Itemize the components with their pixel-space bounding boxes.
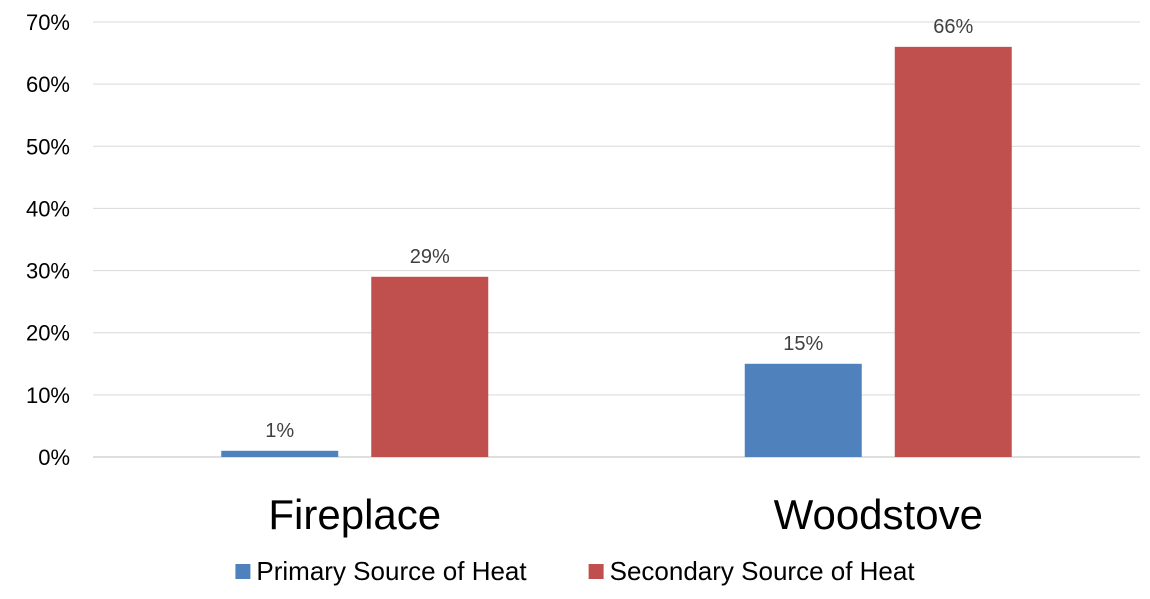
y-tick-label: 30% <box>26 259 70 284</box>
gridlines <box>93 21 1140 458</box>
y-tick-label: 10% <box>26 383 70 408</box>
bar-woodstove-series-2 <box>894 46 1012 457</box>
data-label: 29% <box>410 246 450 268</box>
bar-woodstove-series-1 <box>744 363 862 457</box>
legend-swatch <box>235 564 251 579</box>
y-tick-label: 0% <box>38 445 70 470</box>
data-labels: 1% 29% 15% 66% <box>265 16 973 442</box>
y-tick-label: 70% <box>26 10 70 35</box>
y-axis-tick-labels: 0% 10% 20% 30% 40% 50% 60% 70% <box>26 10 70 470</box>
y-tick-label: 20% <box>26 321 70 346</box>
legend-label: Primary Source of Heat <box>256 556 527 586</box>
legend-label: Secondary Source of Heat <box>610 556 916 586</box>
bar-fireplace-series-1 <box>221 450 339 457</box>
y-tick-label: 40% <box>26 196 70 221</box>
x-axis-category-labels: Fireplace Woodstove <box>268 491 983 538</box>
bars <box>221 46 1012 457</box>
legend-swatch <box>588 564 604 579</box>
y-tick-label: 50% <box>26 134 70 159</box>
x-category-label: Fireplace <box>268 491 441 538</box>
y-tick-label: 60% <box>26 72 70 97</box>
legend: Primary Source of Heat Secondary Source o… <box>235 556 915 586</box>
x-category-label: Woodstove <box>774 491 983 538</box>
data-label: 66% <box>933 16 973 38</box>
data-label: 1% <box>265 420 294 442</box>
data-label: 15% <box>783 333 823 355</box>
bar-fireplace-series-2 <box>371 276 489 457</box>
